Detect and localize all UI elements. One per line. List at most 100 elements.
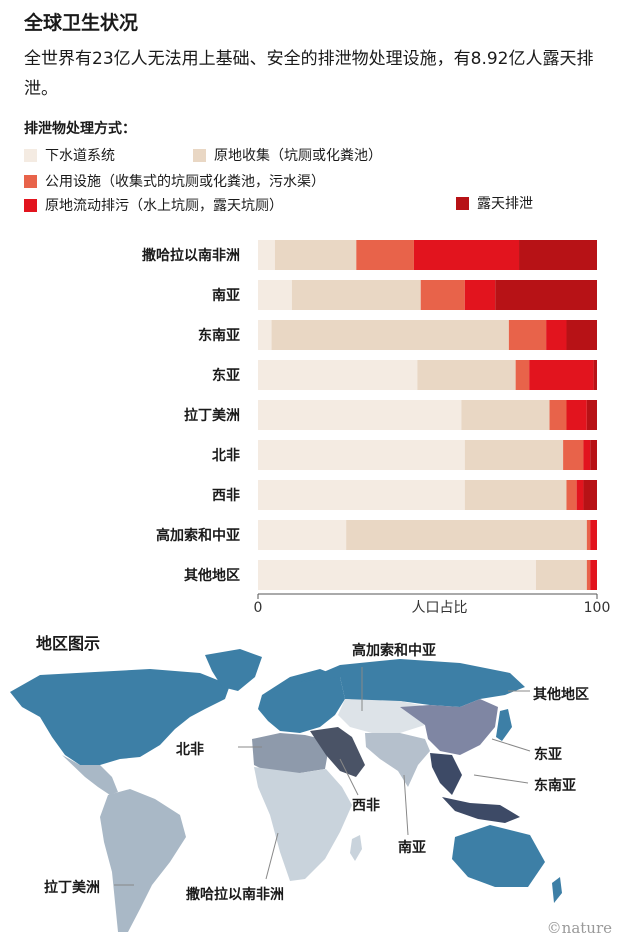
bar-segment: [566, 320, 597, 350]
legend-label: 公用设施（收集式的坑厕或化粪池，污水渠）: [45, 174, 325, 190]
bar-segment: [583, 440, 591, 470]
bar-segment: [291, 280, 421, 310]
nature-credit: ©nature: [546, 919, 612, 937]
bar-segment: [464, 440, 564, 470]
map-subsaharan-africa: [254, 767, 352, 881]
category-label: 南亚: [212, 287, 240, 304]
bar-segment: [356, 240, 414, 270]
map-australia: [452, 825, 545, 887]
category-label: 东南亚: [198, 327, 240, 344]
bar-segment: [274, 240, 357, 270]
x-tick-label: 100: [584, 600, 611, 616]
map-label-north-africa: 北非: [176, 742, 204, 758]
bar-segment: [413, 240, 520, 270]
leader-subsaharan: [265, 832, 279, 880]
bar-segment: [258, 360, 418, 390]
legend-item-open: 露天排泄: [456, 193, 533, 213]
legend-swatch: [456, 196, 469, 210]
bar-segment: [258, 320, 272, 350]
map-label-southeast-asia: 东南亚: [534, 778, 576, 794]
legend-item-sewer: 下水道系统: [24, 145, 115, 165]
bar-segment: [258, 280, 292, 310]
map-label-latin-america: 拉丁美洲: [44, 880, 100, 896]
bar-segment: [535, 560, 587, 590]
map-south-america: [100, 789, 186, 932]
bar-segment: [461, 400, 550, 430]
bar-segment: [258, 400, 462, 430]
map-russia: [300, 659, 525, 707]
leader-east-asia: [491, 738, 531, 752]
bar-segment: [258, 520, 347, 550]
map-latin-america: [62, 755, 118, 795]
page-subtitle: 全世界有23亿人无法用上基础、安全的排泄物处理设施，有8.92亿人露天排泄。: [24, 49, 594, 99]
map-north-america: [10, 669, 230, 765]
bar-segment: [590, 520, 597, 550]
map-label-subsaharan: 撒哈拉以南非洲: [186, 887, 284, 903]
bar-segment: [549, 400, 567, 430]
bar-segment: [546, 320, 567, 350]
map-new-zealand: [552, 877, 562, 903]
bar-segment: [495, 280, 597, 310]
legend-item-onsite: 原地收集（坑厕或化粪池）: [193, 145, 382, 165]
bar-segment: [417, 360, 516, 390]
bar-segment: [271, 320, 509, 350]
page-title: 全球卫生状况: [24, 12, 139, 34]
legend-swatch: [24, 198, 37, 212]
bar-segment: [586, 560, 591, 590]
bar-segment: [590, 560, 597, 590]
bar-segment: [258, 440, 465, 470]
map-north-africa: [252, 733, 330, 773]
bar-segment: [586, 520, 591, 550]
bar-segment: [586, 400, 597, 430]
map-europe: [258, 669, 345, 733]
category-label: 高加索和中亚: [156, 527, 240, 544]
map-label-west-asia: 西非: [352, 798, 380, 814]
bar-segment: [508, 320, 547, 350]
map-southeast-asia: [430, 753, 462, 795]
bar-segment: [576, 480, 584, 510]
world-map: [10, 649, 562, 932]
map-title: 地区图示: [36, 634, 101, 653]
bar-segment: [258, 480, 465, 510]
bar-segment: [420, 280, 465, 310]
legend-swatch: [24, 148, 37, 162]
category-label: 北非: [212, 447, 240, 464]
bar-segment: [590, 440, 597, 470]
legend-label: 下水道系统: [45, 148, 115, 164]
category-label: 其他地区: [184, 567, 240, 584]
legend-item-mobile: 原地流动排污（水上坑厕，露天坑厕）: [24, 195, 283, 215]
legend-label: 原地流动排污（水上坑厕，露天坑厕）: [45, 198, 283, 214]
x-axis-label: 人口占比: [412, 600, 468, 616]
legend-label: 露天排泄: [477, 196, 533, 212]
bar-segment: [566, 480, 577, 510]
category-label: 东亚: [212, 367, 240, 384]
bar-segment: [519, 240, 597, 270]
map-south-asia: [365, 733, 430, 787]
legend-item-public: 公用设施（收集式的坑厕或化粪池，污水渠）: [24, 171, 325, 191]
legend-label: 原地收集（坑厕或化粪池）: [214, 148, 382, 164]
map-label-east-asia: 东亚: [534, 747, 562, 763]
category-label: 拉丁美洲: [184, 407, 240, 424]
legend-swatch: [24, 174, 37, 188]
bar-segment: [258, 560, 536, 590]
leader-southeast-asia: [473, 774, 529, 784]
map-japan: [496, 709, 512, 741]
map-greenland: [205, 649, 262, 691]
bar-segment: [593, 360, 597, 390]
bar-segment: [515, 360, 530, 390]
legend-title: 排泄物处理方式：: [24, 121, 136, 137]
bar-segment: [566, 400, 587, 430]
map-madagascar: [350, 835, 362, 861]
legend-swatch: [193, 148, 206, 162]
bar-segment: [529, 360, 594, 390]
map-indonesia: [442, 797, 520, 823]
bar-segment: [258, 240, 275, 270]
bar-segment: [464, 480, 567, 510]
leader-south-asia: [403, 774, 409, 836]
bar-segment: [346, 520, 587, 550]
map-label-other: 其他地区: [533, 687, 589, 703]
bar-segment: [583, 480, 597, 510]
map-label-south-asia: 南亚: [398, 840, 426, 856]
leader-west-asia: [339, 758, 359, 796]
category-label: 撒哈拉以南非洲: [142, 247, 240, 264]
